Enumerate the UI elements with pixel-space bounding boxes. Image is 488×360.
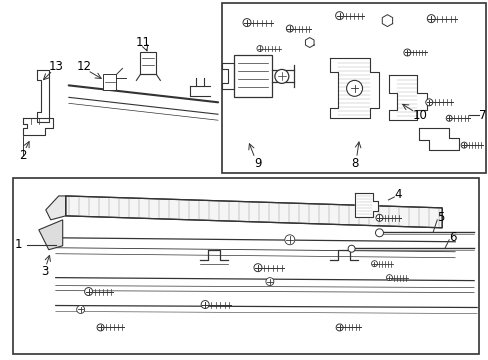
Circle shape	[375, 229, 383, 237]
Polygon shape	[23, 118, 53, 135]
Polygon shape	[382, 15, 392, 27]
Text: 2: 2	[19, 149, 26, 162]
Polygon shape	[39, 220, 62, 250]
Circle shape	[274, 69, 288, 84]
Polygon shape	[388, 75, 427, 120]
Polygon shape	[354, 193, 378, 217]
Circle shape	[256, 45, 263, 51]
Circle shape	[285, 235, 294, 245]
Text: 11: 11	[136, 36, 151, 49]
Bar	[13, 178, 478, 354]
Text: 1: 1	[15, 238, 22, 251]
Circle shape	[286, 25, 293, 32]
Circle shape	[201, 301, 209, 309]
Bar	[222, 3, 485, 173]
Circle shape	[84, 288, 92, 296]
Circle shape	[349, 84, 359, 93]
Text: 9: 9	[254, 157, 261, 170]
Circle shape	[425, 99, 432, 106]
Circle shape	[446, 115, 451, 121]
Circle shape	[97, 324, 104, 331]
Text: 5: 5	[436, 211, 444, 224]
Text: 8: 8	[350, 157, 358, 170]
Circle shape	[77, 306, 84, 314]
Circle shape	[460, 142, 466, 148]
Polygon shape	[305, 37, 313, 48]
Circle shape	[386, 275, 392, 280]
Circle shape	[427, 15, 434, 23]
Circle shape	[346, 80, 362, 96]
Text: 4: 4	[394, 188, 401, 202]
Polygon shape	[46, 196, 65, 220]
Circle shape	[403, 49, 410, 56]
Circle shape	[371, 261, 377, 267]
Circle shape	[375, 214, 382, 221]
Text: 3: 3	[41, 265, 48, 278]
Circle shape	[347, 245, 354, 252]
Circle shape	[265, 278, 273, 285]
Text: 13: 13	[48, 60, 63, 73]
Circle shape	[243, 19, 250, 27]
Circle shape	[335, 324, 343, 331]
Polygon shape	[329, 58, 379, 118]
Polygon shape	[65, 196, 441, 228]
Bar	[102, 75, 116, 90]
Bar	[234, 55, 271, 97]
Circle shape	[335, 12, 343, 20]
Text: 6: 6	[448, 231, 456, 244]
Text: 12: 12	[77, 60, 92, 73]
Circle shape	[253, 264, 262, 272]
Polygon shape	[37, 71, 49, 122]
Text: 7: 7	[478, 109, 486, 122]
Bar	[140, 53, 156, 75]
Text: 10: 10	[411, 109, 427, 122]
